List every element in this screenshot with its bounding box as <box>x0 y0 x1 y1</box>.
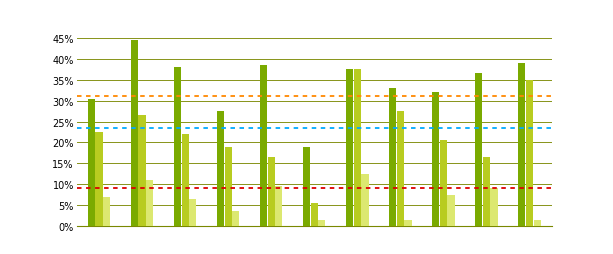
Bar <box>232 212 240 226</box>
Bar <box>405 220 411 226</box>
Bar <box>482 157 490 226</box>
Bar <box>131 41 138 226</box>
Bar <box>173 68 181 226</box>
Bar <box>354 70 361 226</box>
Bar <box>303 147 310 226</box>
Bar <box>475 74 482 226</box>
Bar <box>346 70 353 226</box>
Bar <box>189 199 196 226</box>
Bar <box>96 132 102 226</box>
Bar <box>526 81 533 226</box>
Bar <box>88 99 95 226</box>
Bar <box>518 64 525 226</box>
Bar <box>440 141 447 226</box>
Bar <box>447 195 455 226</box>
Bar <box>311 203 318 226</box>
Bar <box>397 112 404 226</box>
Bar <box>533 220 541 226</box>
Bar <box>318 220 326 226</box>
Bar <box>260 66 267 226</box>
Bar <box>217 112 224 226</box>
Bar <box>432 93 439 226</box>
Bar <box>490 189 498 226</box>
Bar <box>362 174 368 226</box>
Bar <box>147 180 153 226</box>
Bar <box>224 147 232 226</box>
Bar <box>181 135 189 226</box>
Bar <box>389 89 396 226</box>
Bar <box>103 197 110 226</box>
Bar <box>267 157 275 226</box>
Bar <box>275 186 283 226</box>
Bar <box>139 116 146 226</box>
